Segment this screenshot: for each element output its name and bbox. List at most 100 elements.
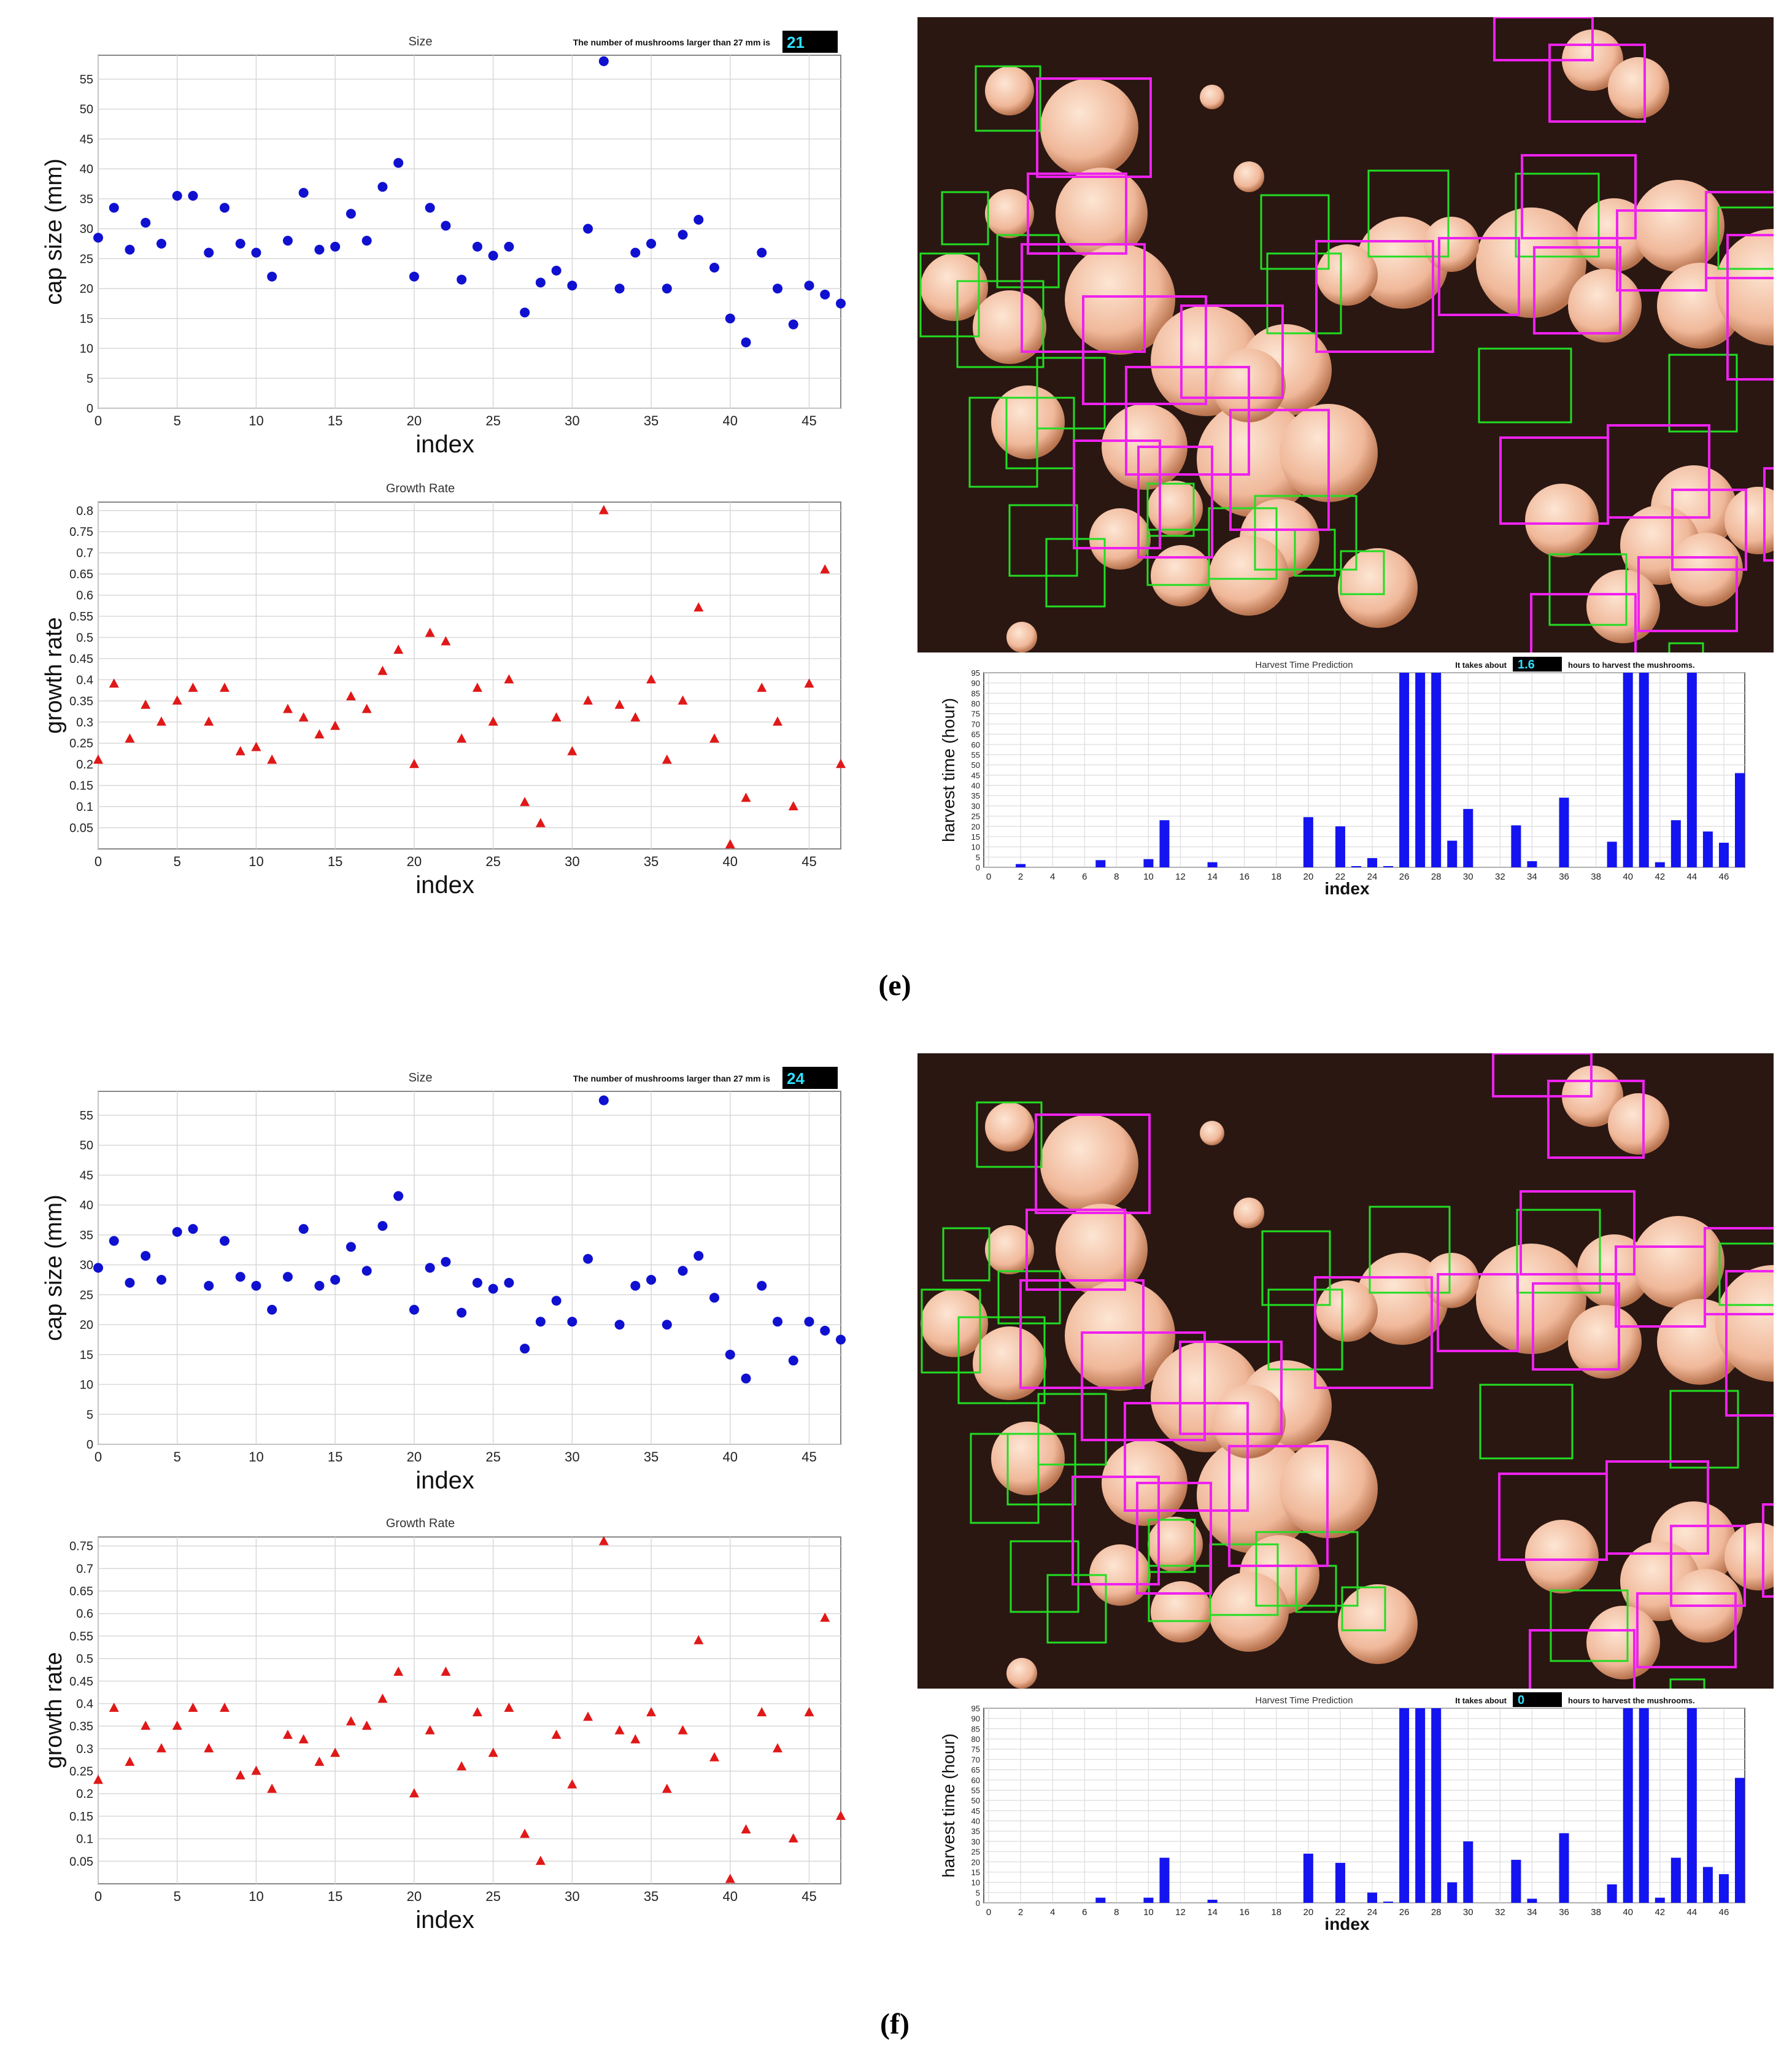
growth-point <box>172 695 182 705</box>
x-tick-label: 0 <box>95 413 102 428</box>
mushroom-cap <box>973 1326 1046 1400</box>
mushroom-cap <box>1056 168 1148 260</box>
size-point <box>125 1277 135 1288</box>
y-tick-label: 90 <box>971 679 980 688</box>
x-tick-label: 35 <box>644 1449 658 1465</box>
x-tick-label: 10 <box>249 1449 263 1465</box>
harvest-bar <box>1702 831 1713 867</box>
chart-title: Growth Rate <box>386 1517 455 1530</box>
x-tick-label: 0 <box>95 1449 102 1465</box>
size-point <box>788 1355 798 1366</box>
growth-point <box>330 721 341 730</box>
harvest-bar <box>1623 673 1633 867</box>
growth-point <box>725 1873 735 1883</box>
size-point <box>346 1242 356 1252</box>
x-tick-label: 38 <box>1591 1907 1601 1918</box>
x-tick-label: 30 <box>565 413 579 428</box>
detection-box-green <box>1260 194 1330 270</box>
mushroom-cap <box>985 189 1034 238</box>
y-tick-label: 85 <box>971 689 980 698</box>
x-tick-label: 35 <box>644 854 658 869</box>
y-tick-label: 60 <box>971 1776 980 1785</box>
x-tick-label: 12 <box>1175 872 1186 882</box>
y-tick-label: 25 <box>80 252 93 266</box>
mushroom-cap <box>1316 1280 1378 1342</box>
detection-box-green <box>1550 1589 1629 1662</box>
growth-point <box>646 674 657 684</box>
size-point <box>346 209 356 219</box>
detection-box-magenta <box>1035 1113 1151 1214</box>
size-point <box>488 1283 498 1294</box>
detection-box-magenta <box>1027 172 1127 255</box>
growth-point <box>314 1756 325 1766</box>
growth-point <box>551 1729 562 1739</box>
x-tick-label: 10 <box>1143 872 1154 882</box>
size-point <box>298 188 309 198</box>
x-tick-label: 38 <box>1591 872 1601 882</box>
growth-point <box>109 1702 119 1712</box>
y-tick-label: 80 <box>971 699 980 708</box>
harvest-bar <box>1559 797 1569 867</box>
size-point <box>535 277 546 288</box>
y-tick-label: 85 <box>971 1724 980 1733</box>
size-point <box>235 238 245 249</box>
y-tick-label: 25 <box>80 1288 93 1302</box>
y-tick-label: 40 <box>971 1817 980 1826</box>
hours-badge <box>1513 657 1562 672</box>
y-tick-label: 40 <box>80 163 93 176</box>
detection-box-magenta <box>1725 1270 1774 1417</box>
detection-box-green <box>1717 206 1774 270</box>
detection-box-green <box>975 65 1041 132</box>
detection-box-green <box>921 1288 981 1374</box>
mushroom-cap <box>1040 79 1138 177</box>
size-point <box>219 203 230 213</box>
size-point <box>409 1304 419 1315</box>
x-tick-label: 35 <box>644 413 658 428</box>
y-tick-label: 0.15 <box>69 780 93 793</box>
detection-box-magenta <box>1521 154 1637 239</box>
y-tick-label: 0.75 <box>69 1540 93 1554</box>
x-tick-label: 25 <box>485 854 500 869</box>
harvest-bar <box>1431 673 1442 867</box>
size-point <box>693 215 704 225</box>
detection-box-magenta <box>1726 234 1774 381</box>
growth-point <box>598 1536 609 1546</box>
x-tick-label: 20 <box>1303 1907 1314 1918</box>
y-tick-label: 0.5 <box>76 1652 93 1666</box>
y-tick-label: 95 <box>971 668 980 678</box>
detection-box-magenta <box>1520 1190 1636 1276</box>
growth-point <box>693 1635 704 1644</box>
mushroom-cap <box>1209 536 1289 616</box>
detection-box-green <box>1668 642 1704 652</box>
y-tick-label: 0.1 <box>76 1833 93 1846</box>
plot-area <box>98 1091 841 1445</box>
harvest-bar <box>1207 862 1218 867</box>
x-tick-label: 5 <box>174 1449 181 1465</box>
mushroom-cap <box>921 254 988 321</box>
mushroom-cap <box>1197 1437 1313 1554</box>
detection-box-green <box>941 191 989 246</box>
size-point <box>457 1307 467 1318</box>
y-tick-label: 0 <box>976 863 980 872</box>
growth-point <box>488 716 498 726</box>
detection-box-green <box>1208 507 1278 580</box>
size-point <box>630 247 641 258</box>
y-tick-label: 0 <box>87 1438 93 1452</box>
x-tick-label: 12 <box>1175 1907 1186 1918</box>
size-point <box>598 1095 609 1105</box>
growth-point <box>567 1779 577 1789</box>
size-point <box>267 1304 277 1315</box>
growth-point <box>141 699 151 709</box>
harvest-bar <box>1143 859 1154 867</box>
detection-box-magenta <box>1072 1476 1160 1585</box>
y-axis-label: growth rate <box>41 1652 67 1768</box>
y-axis-label: cap size (mm) <box>41 158 67 305</box>
size-point <box>141 1251 151 1261</box>
detection-box-green <box>956 280 1045 368</box>
size-point <box>314 244 325 255</box>
detection-box-green <box>997 1270 1061 1325</box>
detection-box-green <box>1254 495 1358 571</box>
size-point <box>725 313 735 323</box>
harvest-bar <box>1639 673 1649 867</box>
x-tick-label: 40 <box>1623 872 1633 882</box>
